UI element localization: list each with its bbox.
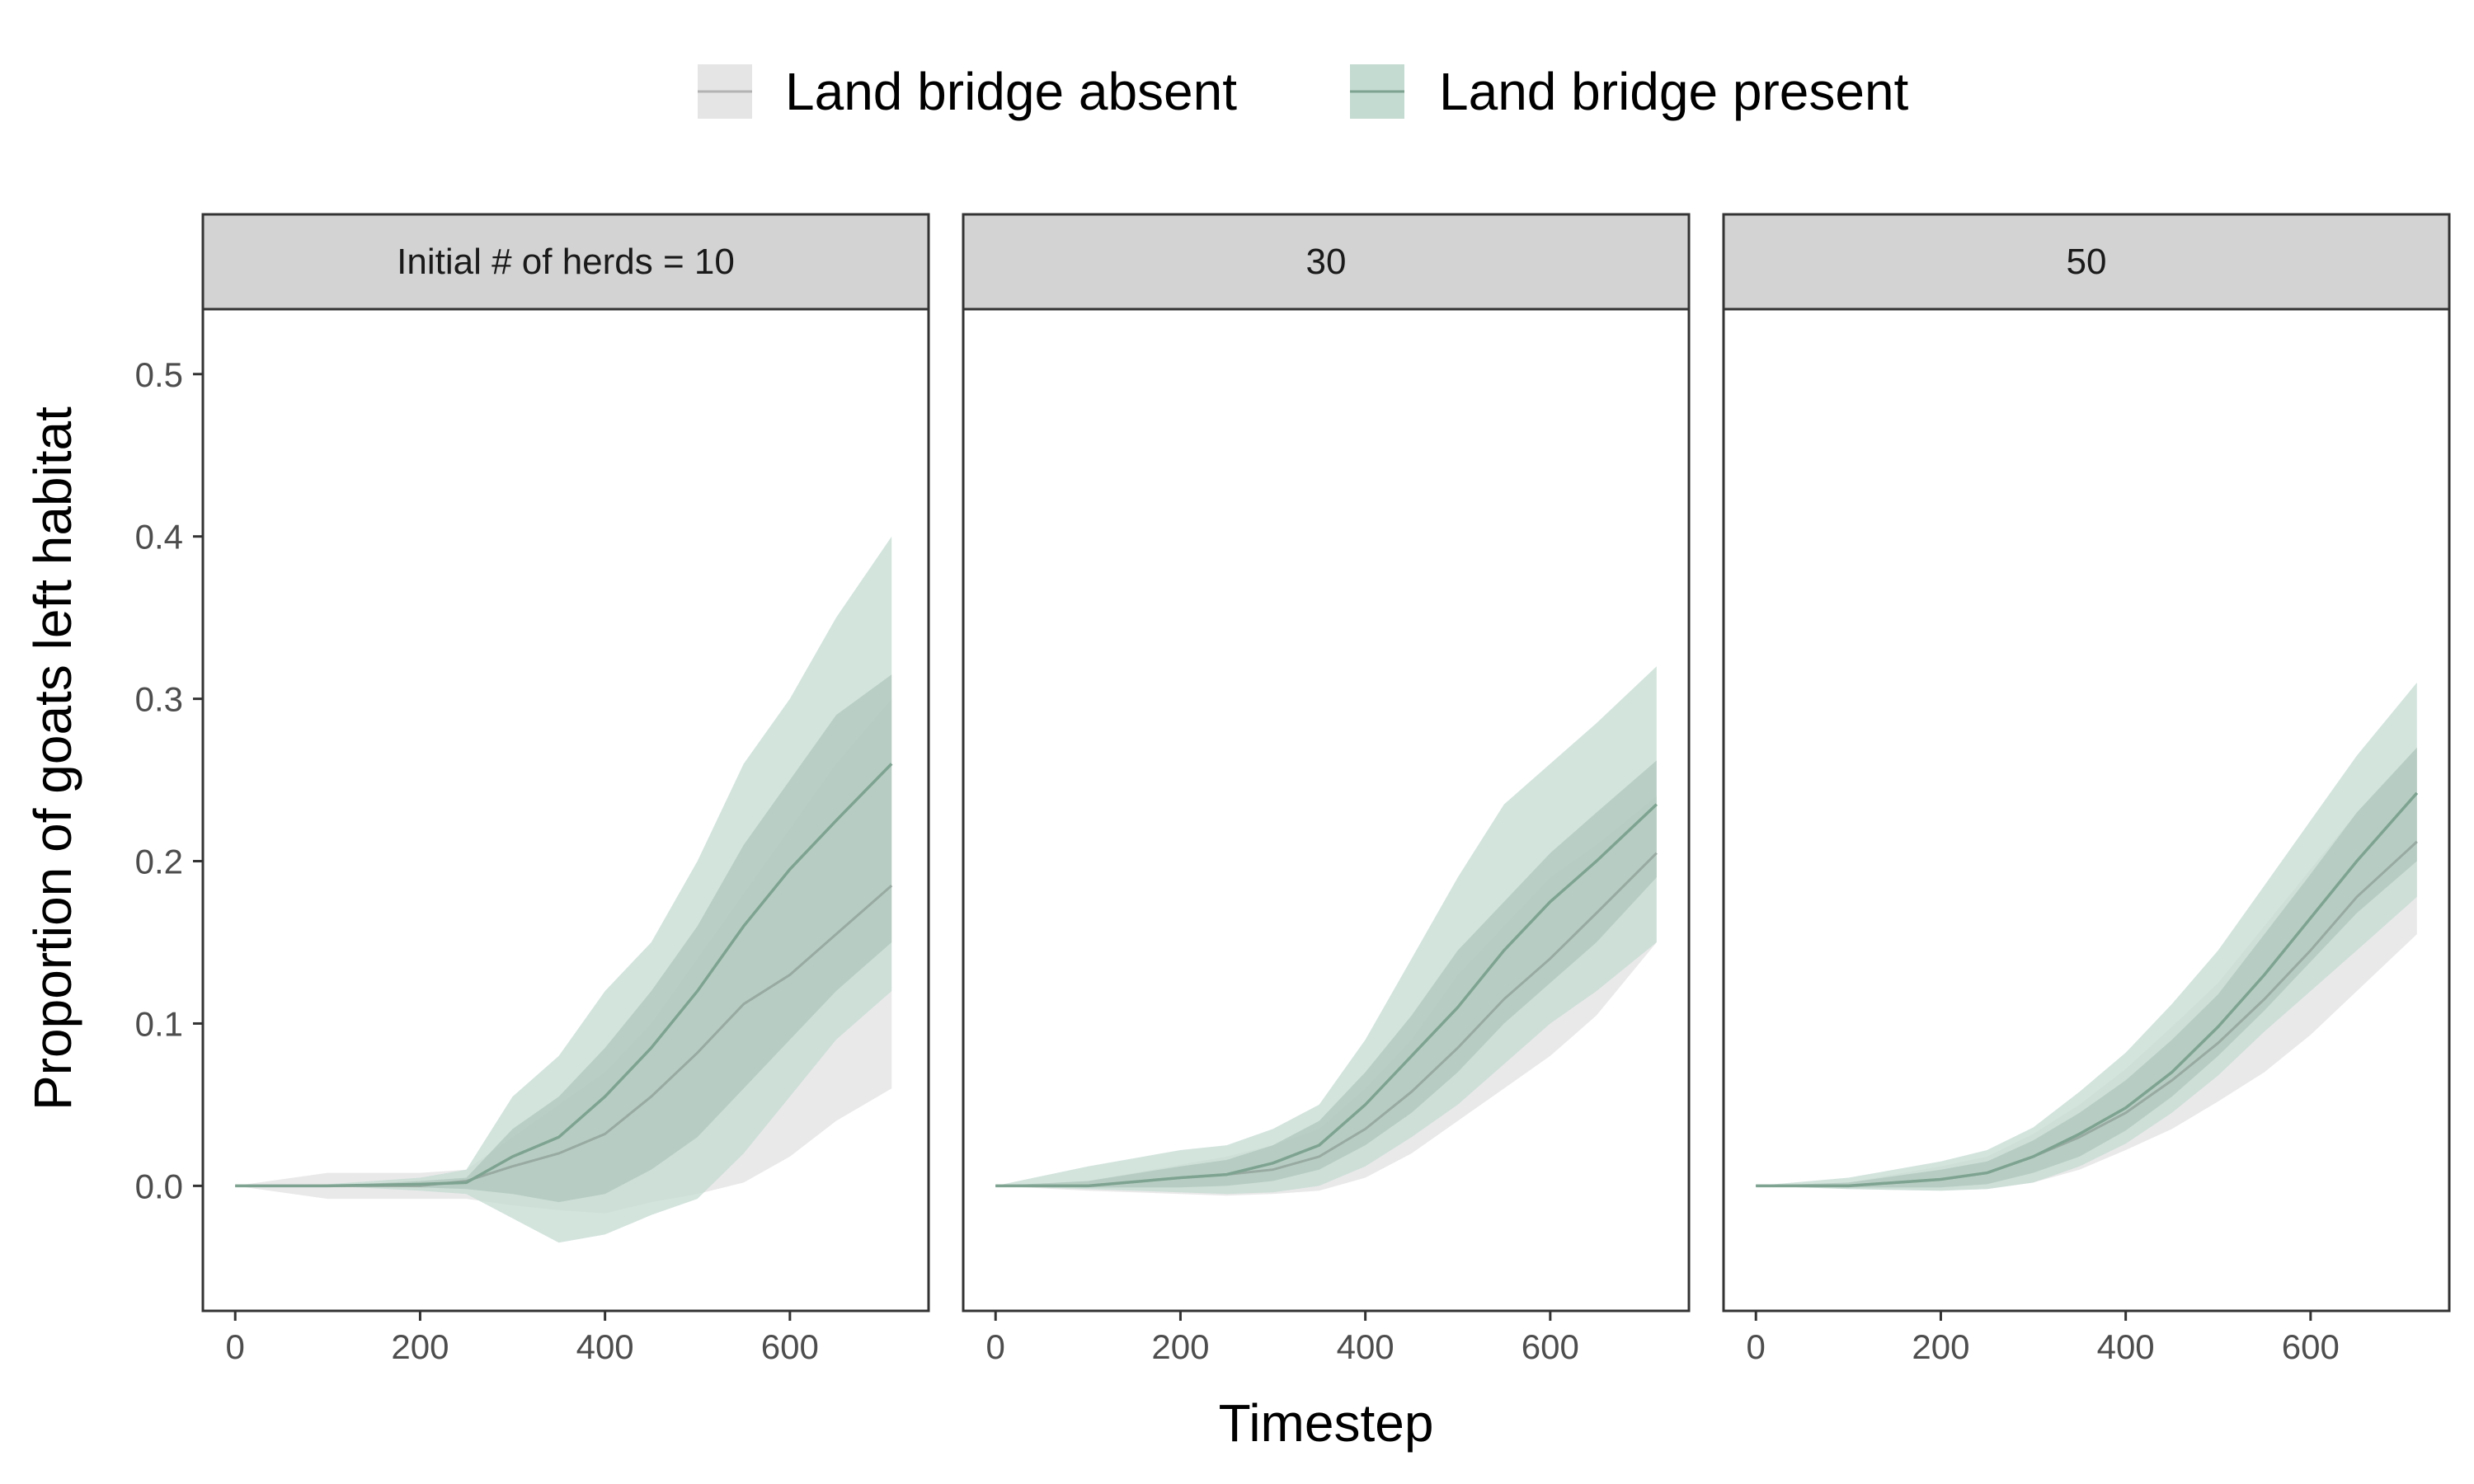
plot-area [1756, 682, 2419, 1191]
x-tick-label: 0 [986, 1327, 1005, 1366]
line-land-bridge-absent [235, 884, 893, 1187]
panel-border [1722, 308, 2451, 1313]
y-axis-title: Proportion of goats left habitat [23, 406, 82, 1111]
x-tick-label: 600 [1522, 1327, 1579, 1366]
y-axis: 0.0 0.1 0.2 0.3 0.4 0.5 [135, 355, 203, 1205]
band-land-bridge-present-outer [995, 666, 1657, 1195]
x-tick-label: 600 [2282, 1327, 2340, 1366]
band-land-bridge-present-inner [995, 760, 1657, 1188]
legend-item-present[interactable]: Land bridge present [1350, 62, 1909, 121]
x-tick-label: 200 [391, 1327, 449, 1366]
strip-background [962, 213, 1691, 311]
facet-panel-herds-50: 50 [1722, 213, 2451, 1313]
strip-background [1722, 213, 2451, 311]
x-tick-label: 0 [1747, 1327, 1766, 1366]
y-tick-label: 0.4 [135, 518, 183, 556]
legend-label-absent: Land bridge absent [785, 62, 1237, 121]
plot-area [235, 536, 893, 1243]
line-land-bridge-present [995, 803, 1658, 1188]
band-land-bridge-absent [995, 796, 1657, 1196]
panel-border [962, 308, 1691, 1313]
x-tick-label: 400 [2097, 1327, 2155, 1366]
line-land-bridge-present [1756, 791, 2419, 1188]
strip-label: 30 [1306, 242, 1347, 282]
facet-panel-herds-30: 30 [962, 213, 1691, 1313]
facet-panel-herds-10: Initial # of herds = 10 [201, 213, 930, 1313]
plot-area [995, 666, 1658, 1196]
legend-item-absent[interactable]: Land bridge absent [698, 62, 1237, 121]
y-tick-label: 0.0 [135, 1167, 183, 1205]
x-tick-label: 400 [576, 1327, 634, 1366]
line-land-bridge-present [235, 763, 893, 1188]
y-tick-label: 0.1 [135, 1004, 183, 1043]
x-axis-title: Timestep [1219, 1393, 1434, 1453]
y-tick-label: 0.5 [135, 355, 183, 394]
x-axes: 0 200 400 600 0 200 400 600 0 200 400 600 [226, 1311, 2340, 1366]
x-tick-label: 200 [1912, 1327, 1969, 1366]
strip-background [201, 213, 930, 311]
band-land-bridge-present-inner [1756, 747, 2417, 1188]
x-tick-label: 0 [226, 1327, 245, 1366]
x-tick-label: 400 [1337, 1327, 1395, 1366]
legend-label-present: Land bridge present [1439, 62, 1909, 121]
panel-border [201, 308, 930, 1313]
x-tick-label: 600 [761, 1327, 819, 1366]
band-land-bridge-absent [1756, 747, 2417, 1191]
y-tick-label: 0.2 [135, 843, 183, 881]
strip-label: Initial # of herds = 10 [397, 242, 735, 282]
strip-label: 50 [2067, 242, 2107, 282]
x-tick-label: 200 [1151, 1327, 1209, 1366]
y-tick-label: 0.3 [135, 680, 183, 719]
band-land-bridge-present-inner [235, 674, 892, 1203]
legend: Land bridge absent Land bridge present [698, 62, 1909, 121]
